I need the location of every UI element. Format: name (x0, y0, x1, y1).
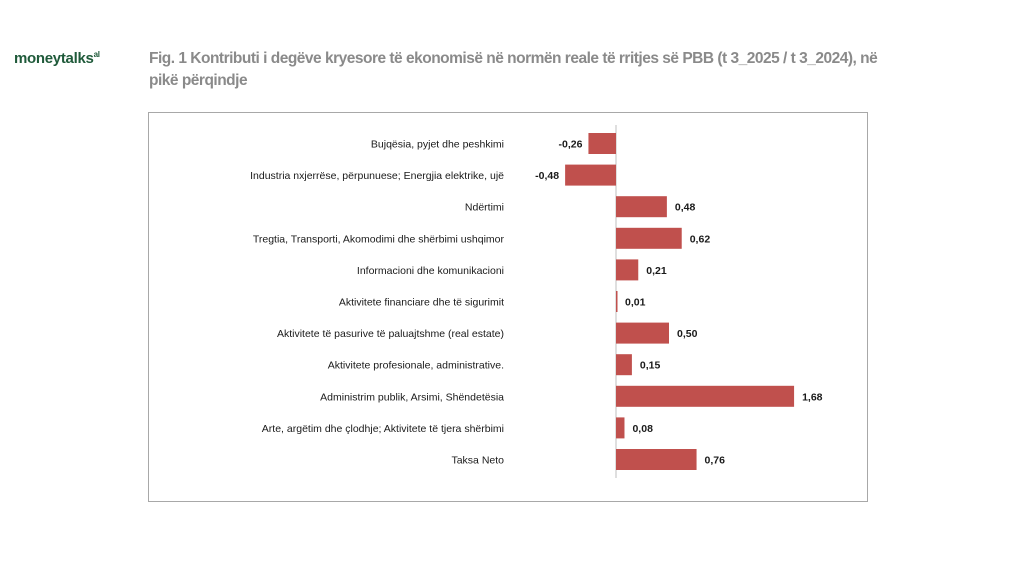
category-label: Industria nxjerrëse, përpunuese; Energji… (250, 170, 504, 182)
category-label: Arte, argëtim dhe çlodhje; Aktivitete të… (262, 423, 504, 435)
value-label: 0,15 (640, 360, 661, 372)
value-label: 0,50 (677, 328, 698, 340)
value-label: 0,01 (625, 297, 646, 309)
brand-name-part2: talks (60, 50, 94, 67)
bar-chart: Bujqësia, pyjet dhe peshkimi -0,26 Industr… (250, 125, 823, 478)
chart-frame: Bujqësia, pyjet dhe peshkimi -0,26 Industr… (148, 112, 868, 502)
category-label: Bujqësia, pyjet dhe peshkimi (371, 139, 504, 151)
value-label: 0,76 (705, 455, 726, 467)
bar (616, 291, 618, 312)
bar (616, 449, 697, 470)
value-label: 0,08 (632, 423, 653, 435)
bar (616, 417, 625, 439)
value-label: -0,26 (559, 139, 583, 151)
bar (616, 259, 639, 281)
bar (616, 322, 669, 344)
category-label: Taksa Neto (451, 455, 504, 467)
value-label: 1,68 (802, 391, 823, 403)
bar (616, 354, 632, 376)
category-label: Aktivitete profesionale, administrative. (328, 360, 504, 372)
category-label: Informacioni dhe komunikacioni (357, 265, 504, 277)
bar (616, 196, 667, 218)
category-label: Aktivitete të pasurive të paluajtshme (r… (277, 328, 504, 340)
value-label: 0,21 (646, 265, 667, 277)
category-label: Tregtia, Transporti, Akomodimi dhe shërb… (253, 233, 505, 245)
bar (616, 385, 795, 407)
value-label: -0,48 (535, 170, 559, 182)
value-label: 0,62 (690, 233, 711, 245)
category-label: Administrim publik, Arsimi, Shëndetësia (320, 391, 504, 403)
bar (565, 164, 616, 186)
bar (616, 227, 682, 249)
brand-suffix: al (93, 50, 100, 59)
value-label: 0,48 (675, 202, 696, 214)
brand-logo[interactable]: moneytalksal (14, 50, 100, 67)
category-label: Aktivitete financiare dhe të sigurimit (339, 297, 504, 309)
bar (588, 133, 616, 154)
brand-name-part1: money (14, 50, 61, 67)
category-label: Ndërtimi (465, 202, 504, 214)
figure-title: Fig. 1 Kontributi i degëve kryesore të e… (149, 50, 878, 89)
